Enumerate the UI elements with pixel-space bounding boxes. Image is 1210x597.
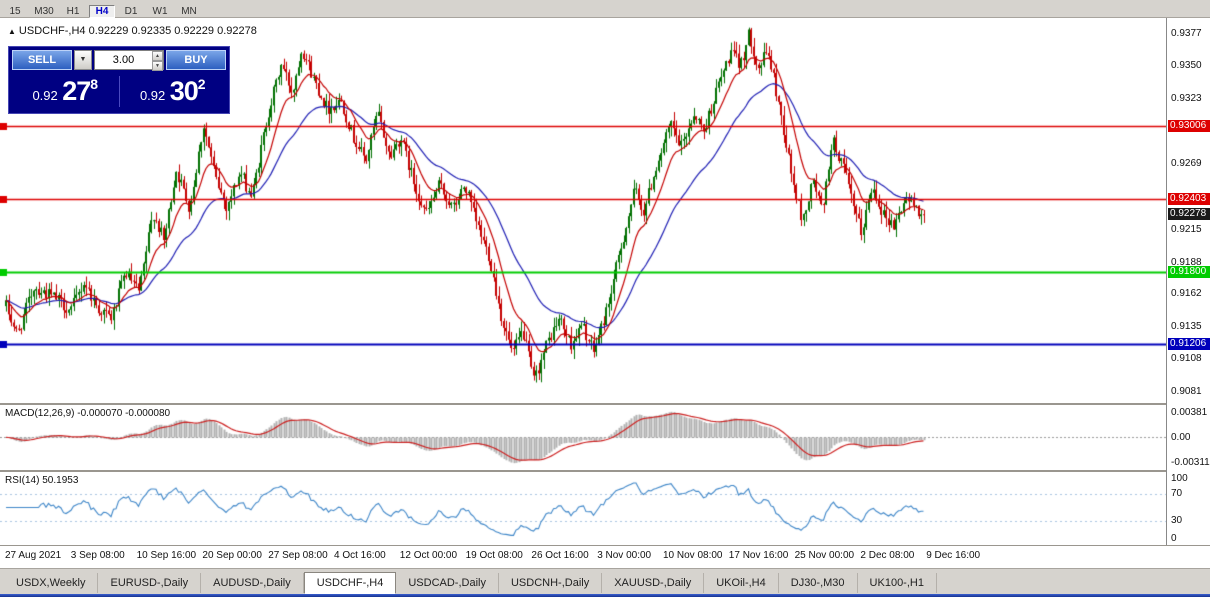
rsi-axis-label: 0 (1171, 533, 1177, 544)
time-label: 4 Oct 16:00 (334, 550, 386, 561)
timeframe-m30[interactable]: M30 (34, 6, 54, 17)
ohlc-low: 0.92229 (174, 25, 215, 37)
price-axis-label: 0.9162 (1171, 288, 1202, 300)
macd-label: MACD(12,26,9) -0.000070 -0.000080 (5, 408, 171, 419)
time-label: 2 Dec 08:00 (860, 550, 915, 561)
time-label: 9 Dec 16:00 (926, 550, 981, 561)
timeframe-mn[interactable]: MN (181, 6, 197, 17)
chart-area: ▲ USDCHF-,H4 0.92229 0.92335 0.92229 0.92… (0, 18, 1210, 568)
timeframe-d1[interactable]: D1 (124, 6, 138, 17)
ohlc-open: 0.92229 (88, 25, 129, 37)
timeframe-15[interactable]: 15 (9, 6, 21, 17)
price-axis-label: 0.9108 (1171, 353, 1202, 365)
time-label: 26 Oct 16:00 (531, 550, 589, 561)
rsi-axis-label: 30 (1171, 514, 1183, 526)
time-label: 3 Sep 08:00 (70, 550, 125, 561)
macd-indicator-canvas[interactable] (0, 405, 1166, 470)
symbol-marker-icon: ▲ (8, 27, 16, 36)
macd-axis-label: -0.00311 (1171, 457, 1210, 468)
chart-symbol: USDCHF-,H4 (18, 25, 86, 37)
one-click-trading-panel: SELL ▼ ▲ ▼ BUY 0.92 278 0.92 (8, 46, 230, 114)
tab-eurusd-daily[interactable]: EURUSD-,Daily (98, 573, 202, 593)
panel-separator (0, 545, 1210, 546)
price-axis-label: 0.9215 (1171, 223, 1202, 235)
symbol-tab-bar[interactable]: USDX,Weekly EURUSD-,Daily AUDUSD-,Daily USD… (0, 568, 1210, 594)
tab-usdchf-h4[interactable]: USDCHF-,H4 (303, 572, 397, 594)
buy-button[interactable]: BUY (166, 50, 226, 70)
price-axis-label: 0.9188 (1171, 256, 1202, 268)
tab-audusd-daily[interactable]: AUDUSD-,Daily (201, 573, 304, 593)
buy-price[interactable]: 0.92 302 (118, 75, 227, 107)
level-price-label: 0.92403 (1168, 193, 1210, 206)
tab-usdcad-daily[interactable]: USDCAD-,Daily (396, 573, 499, 593)
timeframe-h1[interactable]: H1 (66, 6, 80, 17)
tab-usdcnh-daily[interactable]: USDCNH-,Daily (499, 573, 603, 593)
rsi-indicator-canvas[interactable] (0, 472, 1166, 545)
macd-axis-label: 0.00381 (1171, 407, 1208, 418)
rsi-axis-label: 100 (1171, 473, 1188, 484)
price-axis-label: 0.9081 (1171, 386, 1202, 398)
tab-uk100-h1[interactable]: UK100-,H1 (858, 573, 937, 593)
time-label: 10 Nov 08:00 (663, 550, 723, 561)
tab-xauusd-daily[interactable]: XAUUSD-,Daily (602, 573, 705, 593)
time-axis[interactable]: 27 Aug 2021 3 Sep 08:00 10 Sep 16:00 20 Sep… (0, 546, 1166, 568)
price-axis-label: 0.9323 (1171, 93, 1202, 105)
time-label: 10 Sep 16:00 (136, 550, 197, 561)
volume-step-down-icon[interactable]: ▼ (152, 61, 163, 71)
macd-axis-label: 0.00 (1171, 431, 1191, 443)
volume-input[interactable] (95, 51, 152, 69)
volume-stepper: ▲ ▼ (152, 51, 163, 71)
time-label: 27 Aug 2021 (5, 550, 62, 561)
time-label: 12 Oct 00:00 (399, 550, 458, 561)
current-price-label: 0.92278 (1168, 208, 1210, 221)
time-label: 19 Oct 08:00 (465, 550, 523, 561)
ohlc-close: 0.92278 (217, 25, 257, 37)
volume-dropdown-button[interactable]: ▼ (74, 50, 92, 70)
timeframe-h4[interactable]: H4 (89, 5, 115, 18)
level-price-label: 0.93006 (1168, 120, 1210, 133)
price-axis-label: 0.9269 (1171, 158, 1202, 170)
ohlc-high: 0.92335 (131, 25, 172, 37)
tab-ukoil-h4[interactable]: UKOil-,H4 (704, 573, 779, 593)
timeframe-toolbar[interactable]: 15 M30 H1 H4 D1 W1 MN (0, 0, 1210, 18)
panel-separator[interactable] (0, 470, 1210, 472)
volume-field-wrap: ▲ ▼ (94, 50, 164, 71)
volume-step-up-icon[interactable]: ▲ (152, 51, 163, 61)
sell-button[interactable]: SELL (12, 50, 72, 70)
time-label: 17 Nov 16:00 (728, 550, 789, 561)
timeframe-w1[interactable]: W1 (152, 6, 168, 17)
time-label: 20 Sep 00:00 (202, 550, 262, 561)
time-label: 25 Nov 00:00 (794, 550, 855, 561)
price-axis-label: 0.9350 (1171, 60, 1202, 72)
rsi-label: RSI(14) 50.1953 (5, 475, 79, 486)
level-price-label: 0.91206 (1168, 338, 1210, 351)
tab-usdx-weekly[interactable]: USDX,Weekly (4, 573, 99, 593)
sell-price[interactable]: 0.92 278 (32, 75, 99, 106)
rsi-axis-label: 70 (1171, 488, 1183, 500)
chart-ohlc-header: ▲ USDCHF-,H4 0.92229 0.92335 0.92229 0.92… (8, 25, 257, 37)
panel-separator[interactable] (0, 403, 1210, 405)
tab-dj30-m30[interactable]: DJ30-,M30 (779, 573, 858, 593)
time-label: 3 Nov 00:00 (597, 550, 652, 561)
price-axis[interactable]: 0.9377 0.9350 0.9323 0.9269 0.9215 0.9188 0.91… (1166, 18, 1210, 545)
window-bottom-border (0, 594, 1210, 597)
time-label: 27 Sep 08:00 (268, 550, 328, 561)
level-price-label: 0.91800 (1168, 266, 1210, 279)
price-axis-label: 0.9135 (1171, 320, 1202, 332)
price-axis-label: 0.9377 (1171, 27, 1202, 39)
